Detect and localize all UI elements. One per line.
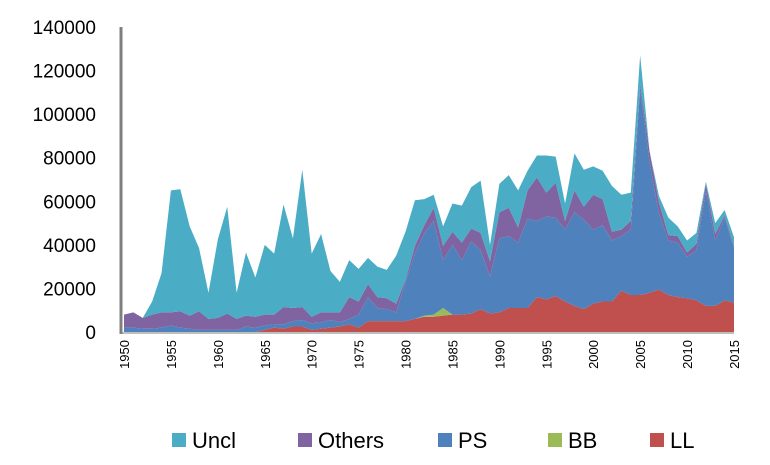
x-tick-label: 1960 <box>211 340 226 369</box>
legend-label-ll: LL <box>670 428 694 453</box>
legend-label-uncl: Uncl <box>192 428 236 453</box>
legend-label-bb: BB <box>568 428 597 453</box>
x-tick-label: 1965 <box>258 340 273 369</box>
y-tick-label: 140000 <box>33 18 96 39</box>
area-series-ps <box>124 88 734 332</box>
x-tick-labels: 1950 1955 1960 1965 1970 1975 1980 1985 1990 1995… <box>117 340 742 369</box>
y-tick-label: 120000 <box>33 62 96 83</box>
axes <box>119 27 734 334</box>
y-tick-label: 40000 <box>43 236 96 257</box>
area-layers <box>124 55 734 332</box>
y-tick-label: 60000 <box>43 192 96 213</box>
legend: Uncl Others PS BB LL <box>172 428 694 453</box>
legend-swatch-others <box>298 433 312 447</box>
x-tick-label: 1950 <box>117 340 132 369</box>
legend-label-others: Others <box>318 428 384 453</box>
x-tick-label: 1975 <box>352 340 367 369</box>
x-tick-label: 1990 <box>492 340 507 369</box>
x-tick-label: 1970 <box>305 340 320 369</box>
y-tick-labels: 0 20000 40000 60000 80000 100000 120000 140000 <box>33 18 96 344</box>
x-tick-label: 1980 <box>399 340 414 369</box>
y-tick-label: 0 <box>85 323 96 344</box>
legend-label-ps: PS <box>458 428 487 453</box>
x-tick-label: 1955 <box>164 340 179 369</box>
area-series-uncl <box>124 55 734 319</box>
x-tick-label: 2005 <box>633 340 648 369</box>
legend-swatch-uncl <box>172 433 186 447</box>
y-tick-label: 20000 <box>43 279 96 300</box>
x-tick-label: 2010 <box>680 340 695 369</box>
x-tick-label: 2015 <box>727 340 742 369</box>
x-tick-label: 2000 <box>586 340 601 369</box>
legend-swatch-bb <box>548 433 562 447</box>
x-tick-label: 1995 <box>539 340 554 369</box>
area-series-ll <box>124 289 734 332</box>
x-tick-label: 1985 <box>445 340 460 369</box>
y-tick-label: 80000 <box>43 149 96 170</box>
y-tick-label: 100000 <box>33 105 96 126</box>
legend-swatch-ll <box>650 433 664 447</box>
legend-swatch-ps <box>438 433 452 447</box>
